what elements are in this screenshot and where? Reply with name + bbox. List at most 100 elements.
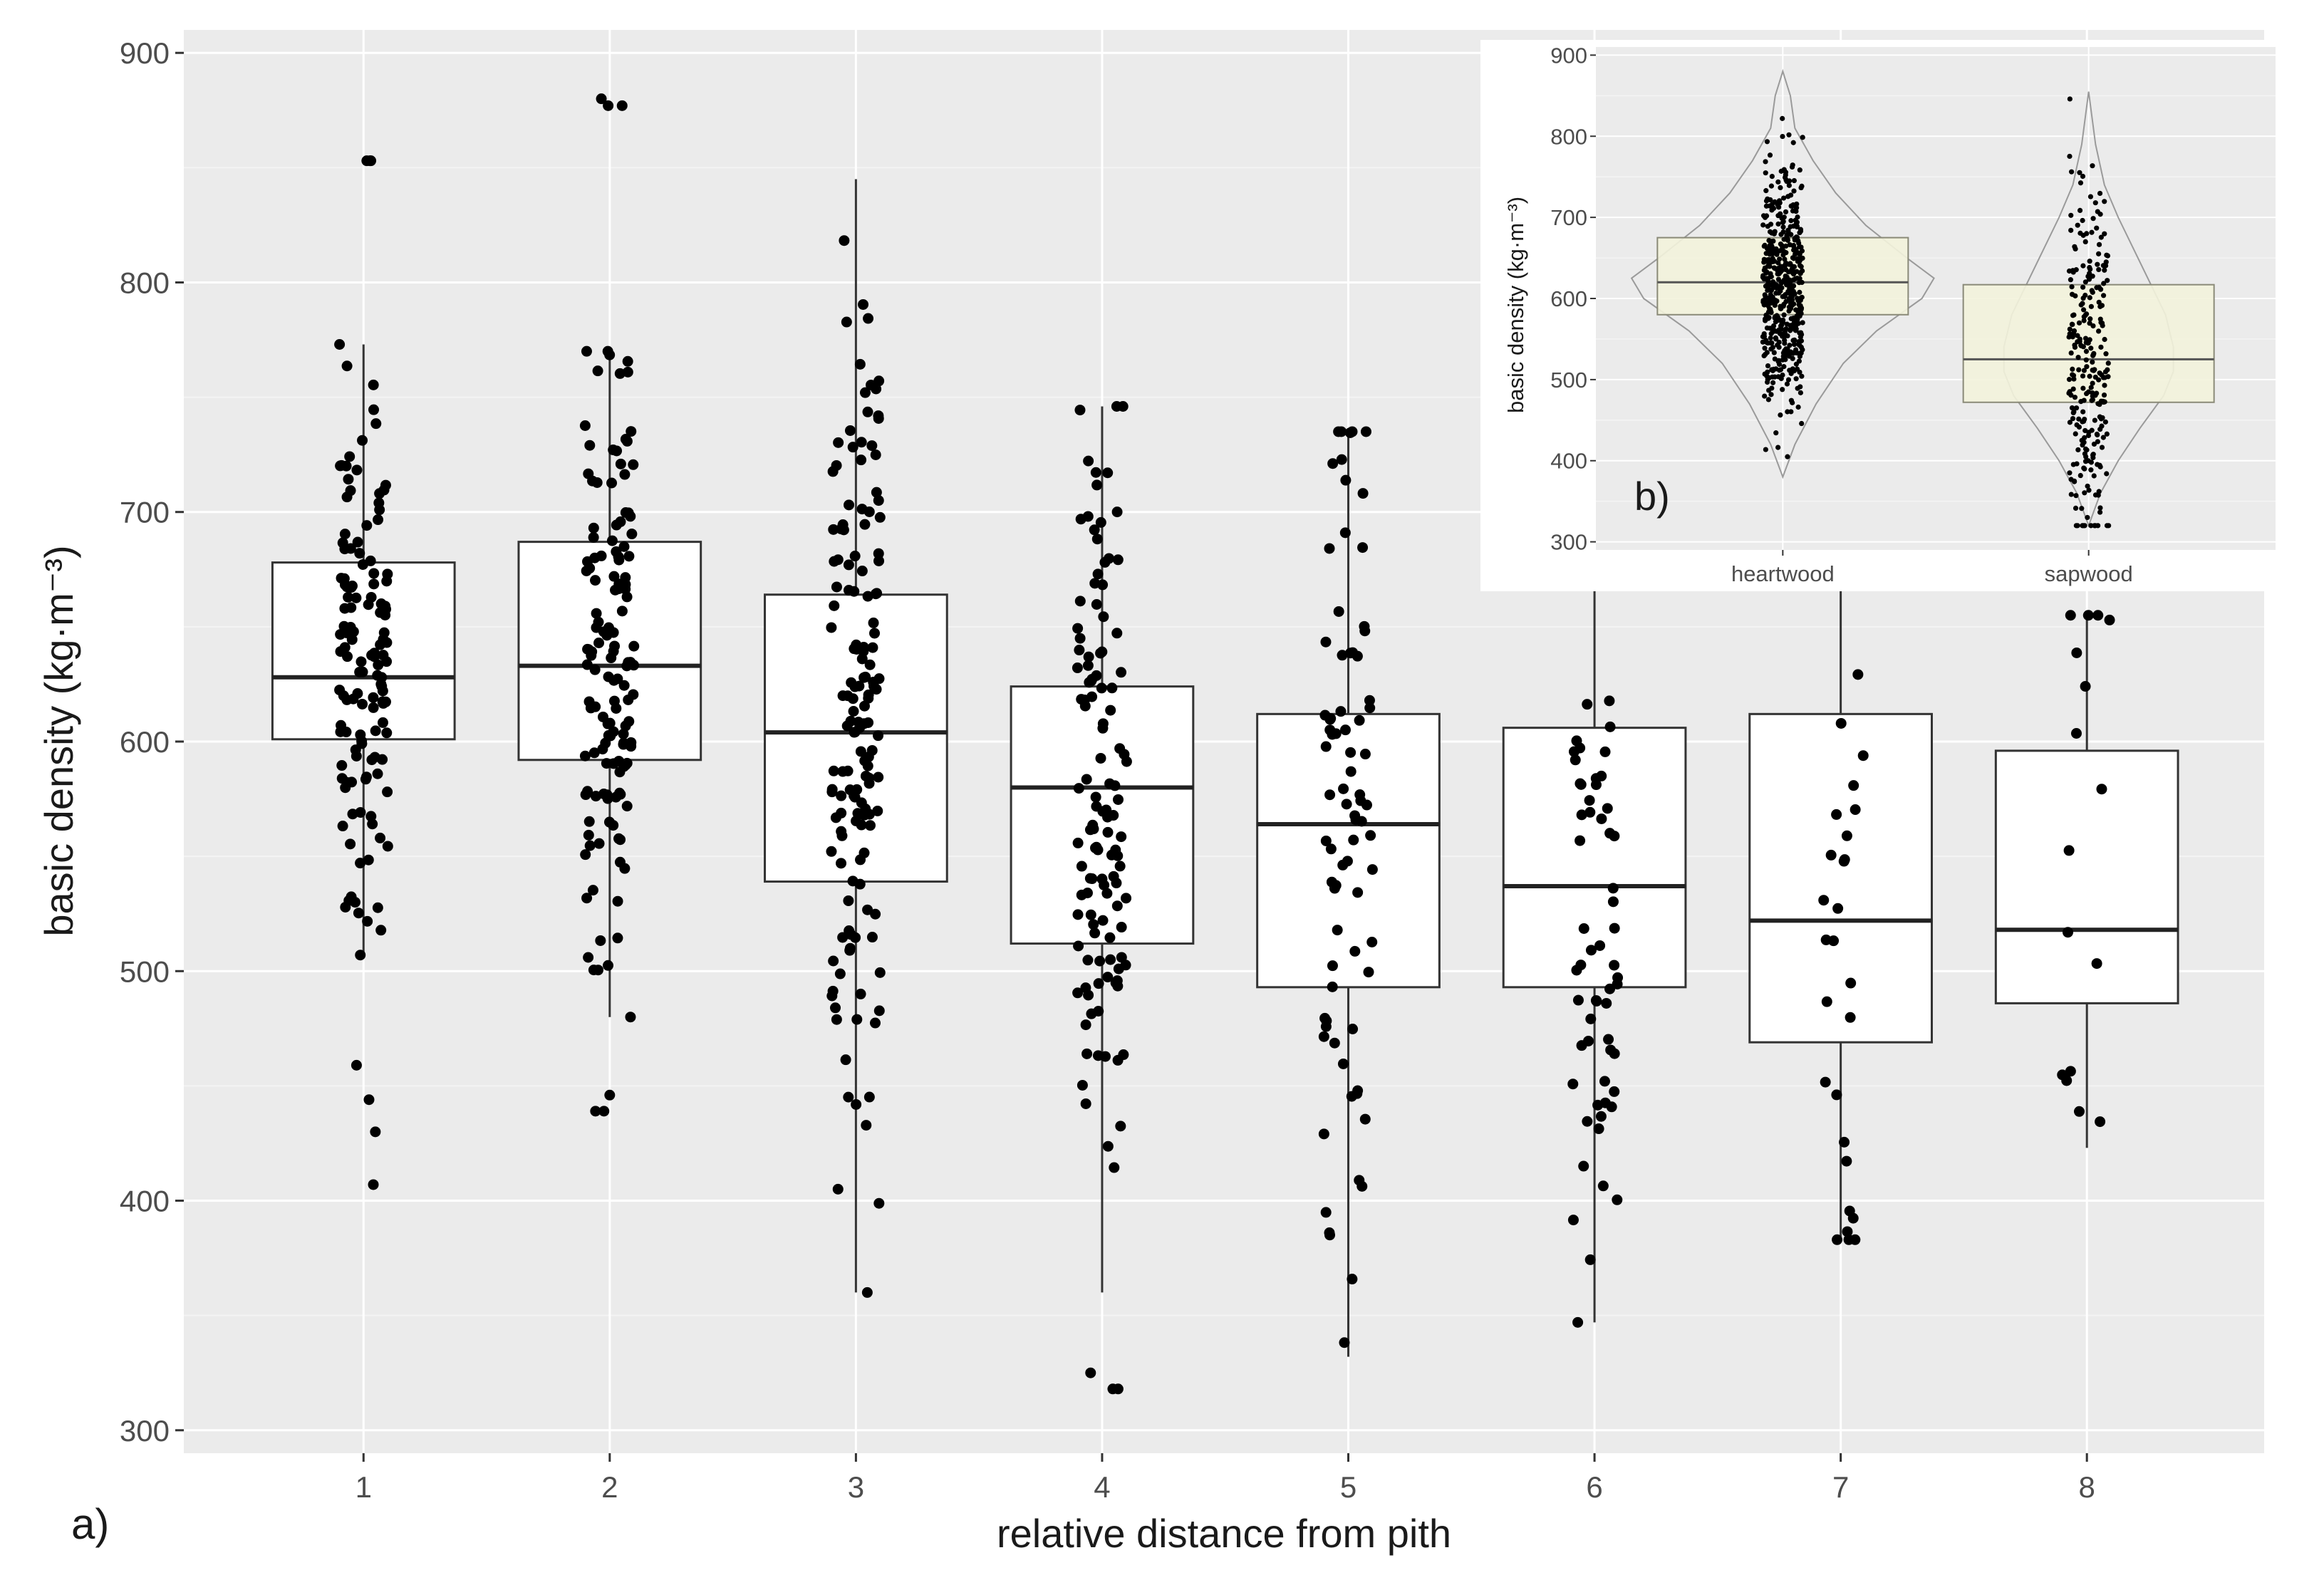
inset-data-point [2090,289,2095,295]
inset-data-point [2073,246,2078,252]
inset-data-point [2077,472,2083,479]
inset-data-point [2077,180,2084,186]
data-point [873,771,884,783]
inset-data-point [2080,385,2086,391]
data-point [1842,1226,1853,1237]
inset-data-point [1784,321,1790,327]
data-point [1841,1155,1852,1167]
data-point [1594,940,1606,951]
inset-data-point [2085,341,2091,346]
data-point [626,426,637,437]
data-point [373,659,384,670]
inset-data-point [2096,251,2102,256]
data-point [1857,750,1869,762]
data-point [1335,706,1347,717]
inset-data-point [1780,224,1786,230]
data-point [2063,845,2075,856]
data-point [360,774,371,785]
data-point [1841,830,1852,841]
data-point [826,990,838,1002]
inset-data-point [1787,241,1793,248]
data-point [1073,940,1084,952]
data-point [1099,879,1110,890]
inset-data-point [2067,326,2073,332]
inset-data-point [1778,288,1783,294]
data-point [828,524,839,535]
x-axis-title: relative distance from pith [997,1511,1451,1556]
inset-data-point [1790,140,1796,145]
inset-data-point [2095,328,2102,334]
inset-data-point [2090,380,2095,386]
data-point [381,637,393,648]
data-point [375,925,387,936]
data-point [1088,919,1099,930]
inset-data-point [2067,389,2073,395]
data-point [1352,887,1364,898]
data-point [1602,803,1613,814]
data-point [830,1002,841,1014]
inset-data-point [2085,483,2090,489]
inset-data-point [1783,273,1788,279]
data-point [1116,831,1127,843]
data-point [1584,1254,1596,1265]
inset-data-point [2082,427,2088,434]
data-point [1081,774,1092,785]
inset-data-point [1797,353,1802,359]
data-point [1366,864,1378,875]
data-point [1845,1012,1856,1023]
data-point [353,908,364,919]
data-point [1364,702,1376,714]
data-point [864,659,876,670]
data-point [1606,1101,1617,1113]
data-point [858,298,869,310]
inset-data-point [2098,344,2104,350]
y-axis-title: basic density (kg·m⁻³) [36,545,81,936]
data-point [1112,554,1124,566]
data-point [1604,695,1615,707]
inset-data-point [2100,375,2107,380]
data-point [355,806,366,818]
data-point [336,459,347,471]
inset-data-point [2097,190,2103,197]
data-point [583,816,595,827]
data-point [1348,834,1359,846]
inset-data-point [1769,230,1775,236]
inset-data-point [1775,317,1781,323]
data-point [334,338,346,350]
data-point [1845,977,1857,989]
inset-data-point [2069,321,2075,327]
data-point [372,768,383,779]
inset-data-point [2091,473,2097,479]
data-point [1320,636,1332,648]
data-point [370,418,382,430]
data-point [2080,681,2091,692]
data-point [626,741,637,752]
data-point [621,591,633,603]
inset-data-point [1800,347,1805,353]
data-point [1097,915,1109,926]
inset-data-point [1770,256,1775,261]
data-point [1339,527,1351,539]
inset-data-point [1791,188,1797,194]
inset-data-point [2099,445,2105,450]
inset-data-point [2101,392,2107,398]
inset-data-point [2087,316,2093,322]
inset-data-point [2084,447,2090,453]
data-point [1333,426,1344,437]
data-point [1578,1160,1589,1172]
data-point [1591,995,1602,1007]
data-point [619,863,631,874]
inset-data-point [2104,471,2110,477]
data-point [381,576,393,587]
data-point [588,747,600,759]
data-point [854,680,865,692]
data-point [1605,1044,1617,1056]
data-point [621,435,633,447]
inset-data-point [1766,295,1772,301]
inset-data-point [1767,152,1773,158]
data-point [862,904,873,915]
data-point [1072,623,1084,634]
data-point [856,653,868,665]
y-axis-ticks: 300 400 500 600 700 800 900 [120,36,184,1448]
data-point [1576,809,1587,821]
